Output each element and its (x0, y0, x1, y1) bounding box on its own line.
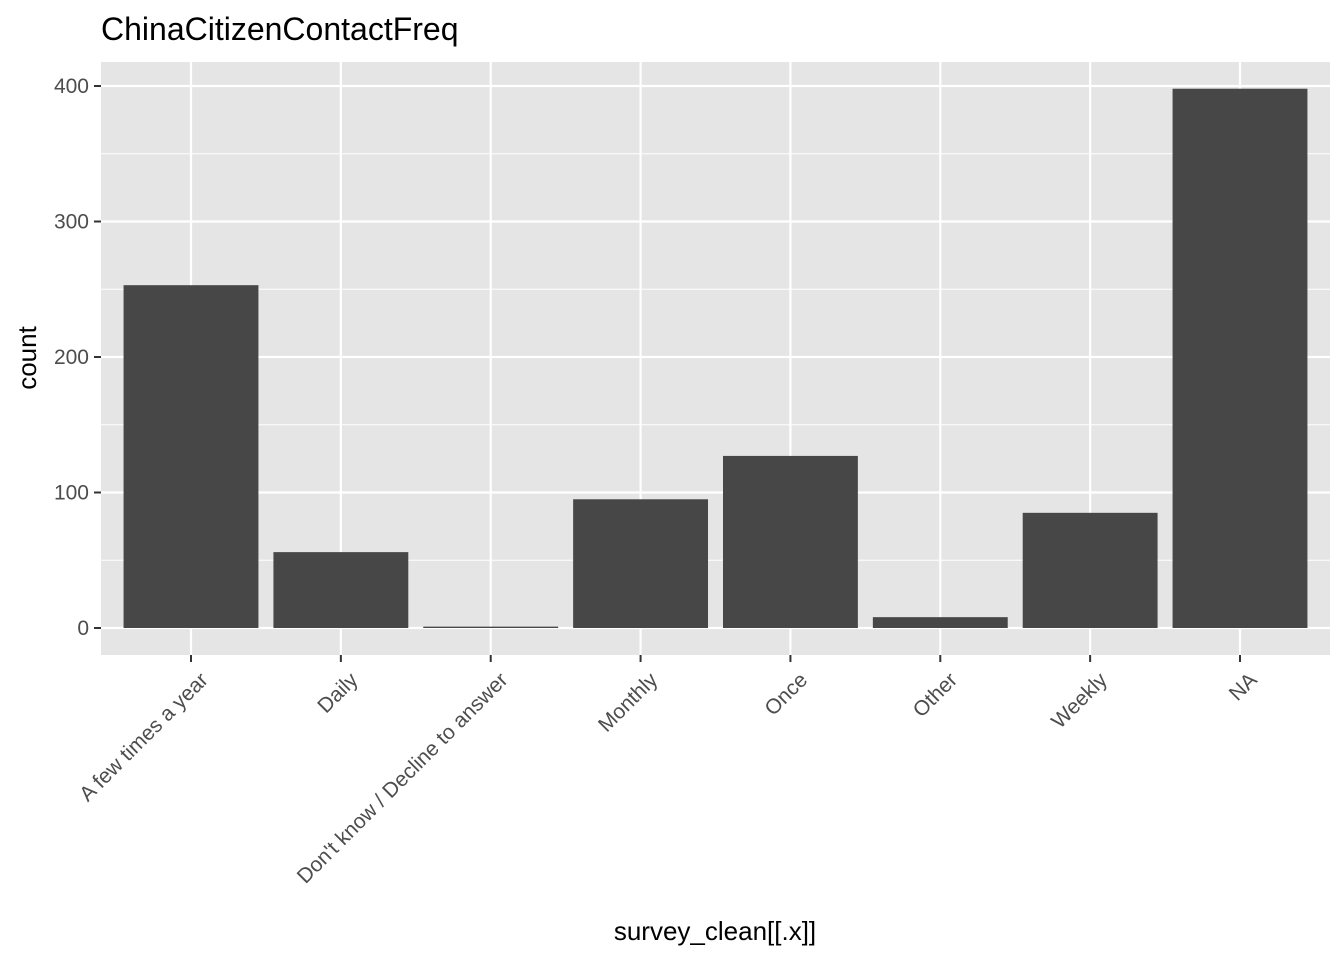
bars (123, 88, 1308, 628)
x-tick-label: A few times a year (75, 668, 213, 806)
bar (273, 552, 409, 628)
x-tick-label: Daily (313, 668, 363, 718)
chart-title: ChinaCitizenContactFreq (101, 11, 459, 47)
x-tick-label: Monthly (594, 668, 663, 737)
bar (872, 617, 1008, 628)
x-tick-label: Once (760, 668, 812, 720)
bar (1022, 512, 1158, 628)
y-tick-label: 300 (54, 211, 89, 234)
bar (123, 285, 259, 628)
bar (423, 626, 559, 628)
x-tick-label: NA (1225, 668, 1262, 705)
x-tick-label: Weekly (1047, 668, 1112, 733)
y-axis: 0 100 200 300 400 (54, 75, 101, 640)
y-tick-label: 200 (54, 346, 89, 369)
x-axis-title: survey_clean[[.x]] (614, 916, 816, 946)
bar (573, 499, 709, 628)
y-tick-label: 100 (54, 482, 89, 505)
y-tick-label: 400 (54, 75, 89, 98)
bar (722, 455, 858, 628)
y-axis-title: count (12, 325, 42, 389)
x-tick-label: Other (909, 668, 962, 721)
bar (1172, 88, 1308, 628)
y-tick-label: 0 (77, 617, 89, 640)
